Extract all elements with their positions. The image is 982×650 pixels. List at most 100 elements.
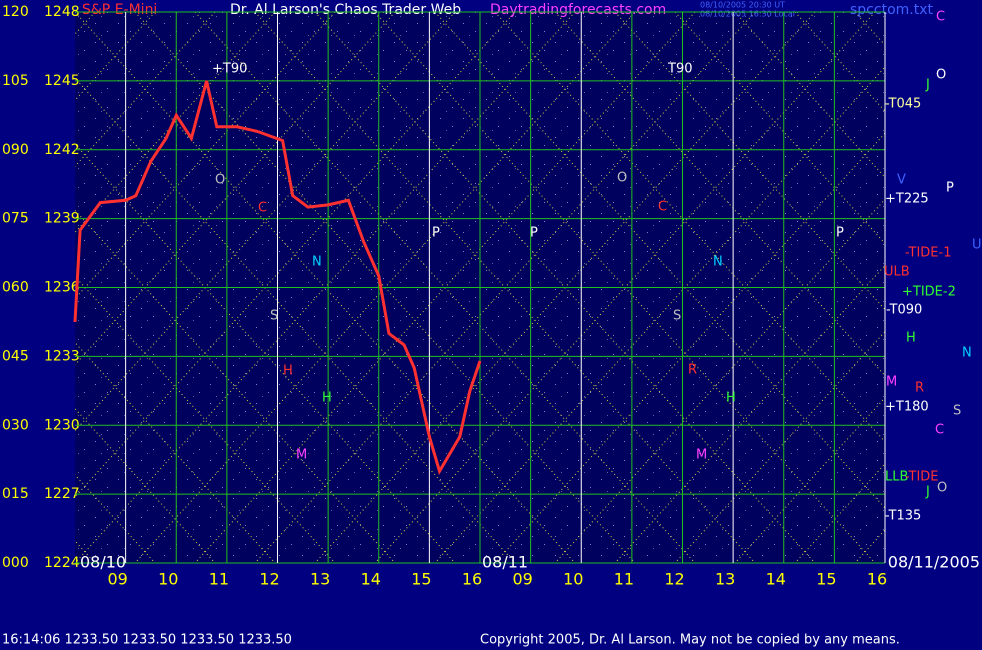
x-tick-label: 11	[209, 570, 229, 589]
annotation: H	[726, 391, 736, 406]
annotation: O	[936, 68, 946, 83]
y-tick-label: 1242	[44, 142, 80, 158]
y-tick-label: 1239	[44, 211, 80, 227]
y2-tick-label: 090	[2, 142, 29, 158]
annotation: R	[688, 363, 697, 378]
decor-diagonal	[794, 12, 885, 112]
annotation: -TIDE-1	[905, 246, 951, 261]
annotation: O	[937, 481, 947, 496]
date-label: 08/11/2005	[888, 553, 980, 572]
annotation: H	[322, 391, 332, 406]
footer-quote: 16:14:06 1233.50 1233.50 1233.50 1233.50	[2, 633, 292, 648]
annotation: S	[673, 309, 681, 324]
y2-tick-label: 120	[2, 4, 29, 20]
y-tick-label: 1227	[44, 486, 80, 502]
chart-title: Dr. Al Larson's Chaos Trader Web	[230, 2, 461, 18]
y2-tick-label: 015	[2, 486, 29, 502]
x-tick-label: 16	[462, 570, 482, 589]
annotation: -TIDE	[905, 470, 939, 485]
annotation: +T225	[885, 192, 929, 207]
x-tick-label: 11	[614, 570, 634, 589]
decor-diagonal	[734, 396, 885, 563]
annotation: R	[915, 381, 924, 396]
y2-tick-label: 030	[2, 417, 29, 433]
x-tick-label: 13	[715, 570, 735, 589]
x-tick-label: 15	[411, 570, 431, 589]
annotation: M	[296, 448, 307, 463]
decor-diagonal	[75, 341, 276, 563]
annotation: C	[658, 200, 667, 215]
chart-subtitle: Daytradingforecasts.com	[490, 2, 666, 18]
y-tick-label: 1236	[44, 280, 80, 296]
annotation: N	[713, 255, 723, 270]
x-tick-label: 14	[766, 570, 786, 589]
y2-tick-label: 060	[2, 280, 29, 296]
x-tick-label: 13	[310, 570, 330, 589]
x-tick-label: 10	[158, 570, 178, 589]
annotation: H	[283, 364, 293, 379]
annotation: J	[925, 485, 930, 500]
y-tick-label: 1230	[44, 417, 80, 433]
annotation: O	[617, 171, 627, 186]
annotation: C	[935, 423, 944, 438]
annotation: S	[270, 309, 278, 324]
annotation: M	[886, 375, 897, 390]
annotation: U	[972, 238, 982, 253]
annotation: C	[258, 201, 267, 216]
x-tick-label: 12	[664, 570, 684, 589]
decor-diagonal	[975, 12, 982, 563]
date-label: 08/11	[482, 553, 528, 572]
stamp: 08/10/2005 20:30 UT	[700, 1, 785, 10]
annotation: ULB	[884, 265, 910, 280]
annotation: P	[946, 181, 954, 196]
stamp: 08/10/2005 16:30 Local	[700, 10, 795, 19]
y-tick-label: 1233	[44, 348, 80, 364]
x-tick-label: 15	[816, 570, 836, 589]
y-tick-label: 1224	[44, 555, 80, 571]
x-tick-label: 09	[107, 570, 127, 589]
annotation: J	[925, 78, 930, 93]
annotation: O	[215, 173, 225, 188]
annotation: N	[312, 255, 322, 270]
date-label: 08/10	[80, 553, 126, 572]
annotation: H	[906, 331, 916, 346]
decor-diagonal	[975, 12, 982, 563]
decor-diagonal	[674, 330, 885, 563]
annotation: P	[836, 226, 844, 241]
annotation: M	[696, 448, 707, 463]
y-tick-label: 1248	[44, 4, 80, 20]
annotation: P	[432, 226, 440, 241]
annotation: P	[530, 226, 538, 241]
annotation: V	[897, 173, 906, 188]
series-name: S&P E-Mini	[82, 2, 157, 18]
decor-diagonal	[734, 12, 885, 179]
x-tick-label: 10	[563, 570, 583, 589]
annotation: +TIDE-2	[902, 285, 956, 300]
annotation: N	[962, 346, 972, 361]
decor-diagonal	[674, 12, 885, 245]
y-tick-label: 1245	[44, 73, 80, 89]
y2-tick-label: 000	[2, 555, 29, 571]
y2-tick-label: 045	[2, 348, 29, 364]
annotation: -T135	[885, 509, 921, 524]
decor-diagonal	[75, 12, 276, 234]
y2-tick-label: 105	[2, 73, 29, 89]
x-tick-label: 09	[512, 570, 532, 589]
decor-diagonal	[75, 12, 216, 168]
annotation: -T045	[885, 97, 921, 112]
x-tick-label: 14	[361, 570, 381, 589]
annotation: LLB	[885, 470, 908, 485]
annotation: C	[936, 10, 945, 25]
copyright: Copyright 2005, Dr. Al Larson. May not b…	[480, 633, 900, 648]
annotation: -T090	[886, 303, 922, 318]
price-line	[73, 80, 482, 475]
file-name: spcctom.txt	[850, 2, 933, 18]
decor-diagonal	[794, 463, 885, 563]
x-tick-label: 16	[867, 570, 887, 589]
x-tick-label: 12	[259, 570, 279, 589]
decor-diagonal	[75, 407, 216, 563]
annotation: +T180	[885, 400, 929, 415]
annotation: T90	[667, 62, 692, 77]
y2-tick-label: 075	[2, 211, 29, 227]
